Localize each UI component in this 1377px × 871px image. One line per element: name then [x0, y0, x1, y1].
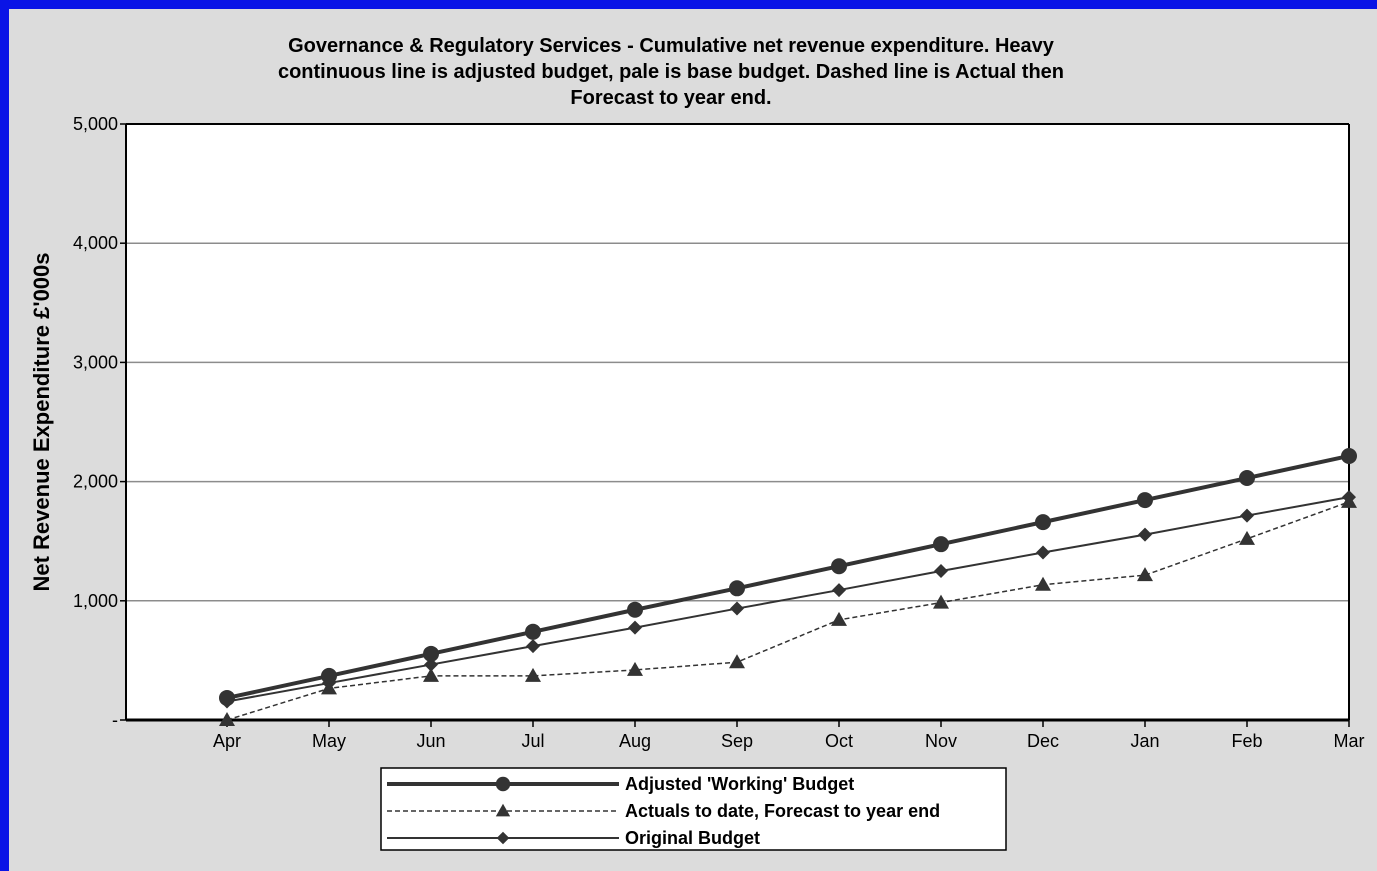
- data-point-circle: [1035, 514, 1051, 531]
- series-group: [219, 447, 1357, 726]
- y-tick-label: 3,000: [73, 352, 118, 372]
- legend-label: Actuals to date, Forecast to year end: [625, 801, 940, 821]
- y-tick-label: 5,000: [73, 114, 118, 134]
- gridlines: [126, 242, 1349, 602]
- series-0: [219, 447, 1357, 706]
- chart-title-line-2: continuous line is adjusted budget, pale…: [278, 61, 1064, 83]
- legend-label: Original Budget: [625, 828, 760, 848]
- x-tick-label: May: [312, 731, 346, 751]
- chart-title-line-3: Forecast to year end.: [570, 87, 771, 109]
- data-point-diamond: [832, 583, 846, 598]
- y-axis-ticks: - 1,000 2,000 3,000 4,000 5,000: [73, 114, 126, 730]
- x-tick-label: Feb: [1231, 731, 1262, 751]
- y-tick-label: 2,000: [73, 472, 118, 492]
- chart: Governance & Regulatory Services - Cumul…: [29, 35, 1365, 851]
- legend-item-1: Actuals to date, Forecast to year end: [387, 801, 940, 821]
- x-tick-label: Oct: [825, 731, 853, 751]
- data-point-triangle: [321, 680, 337, 695]
- chart-title: Governance & Regulatory Services - Cumul…: [278, 35, 1064, 109]
- chart-title-line-1: Governance & Regulatory Services - Cumul…: [288, 35, 1055, 57]
- x-tick-label: Jul: [521, 731, 544, 751]
- data-point-diamond: [934, 564, 948, 578]
- data-point-circle: [219, 689, 235, 706]
- data-point-triangle: [1137, 567, 1153, 582]
- y-tick-label: 4,000: [73, 233, 118, 253]
- data-point-circle: [1137, 492, 1153, 509]
- x-tick-label: Apr: [213, 731, 241, 751]
- data-point-diamond: [730, 601, 744, 616]
- data-point-diamond: [1036, 545, 1050, 560]
- data-point-circle: [1341, 447, 1357, 464]
- data-point-circle: [423, 645, 439, 662]
- data-point-triangle: [729, 654, 745, 669]
- legend-box: [380, 767, 1007, 851]
- data-point-circle: [729, 580, 745, 597]
- data-point-circle: [495, 776, 511, 792]
- data-point-diamond: [526, 639, 540, 654]
- data-point-diamond: [424, 657, 438, 672]
- x-tick-label: Nov: [925, 731, 957, 751]
- series-line: [226, 501, 1350, 721]
- data-point-diamond: [1138, 527, 1152, 542]
- data-point-triangle: [219, 712, 235, 726]
- x-tick-label: Jun: [416, 731, 445, 751]
- y-axis-label: Net Revenue Expenditure £'000s: [29, 252, 54, 591]
- data-point-triangle: [1239, 530, 1255, 545]
- data-point-triangle: [423, 667, 439, 682]
- data-point-triangle: [525, 667, 541, 682]
- x-tick-label: Jan: [1130, 731, 1159, 751]
- data-point-triangle: [627, 661, 643, 676]
- data-point-circle: [831, 558, 847, 575]
- x-axis-ticks: Apr May Jun Jul Aug Sep Oct Nov Dec Jan Feb Mar: [213, 720, 1365, 751]
- data-point-triangle: [1341, 493, 1357, 508]
- legend-label: Adjusted 'Working' Budget: [625, 774, 854, 794]
- x-tick-label: Mar: [1334, 731, 1365, 751]
- legend-item-0: Adjusted 'Working' Budget: [387, 774, 854, 794]
- data-point-circle: [627, 601, 643, 618]
- data-point-triangle: [1035, 576, 1051, 591]
- series-line: [226, 496, 1350, 703]
- y-tick-label: 1,000: [73, 591, 118, 611]
- data-point-circle: [321, 667, 337, 684]
- x-tick-label: Dec: [1027, 731, 1059, 751]
- plot-area: [126, 124, 1349, 720]
- data-point-triangle: [495, 803, 511, 817]
- y-tick-label: -: [112, 710, 118, 730]
- data-point-circle: [933, 536, 949, 553]
- series-line: [226, 454, 1350, 700]
- data-point-diamond: [1240, 508, 1254, 523]
- data-point-triangle: [933, 594, 949, 609]
- legend-item-2: Original Budget: [387, 828, 760, 848]
- data-point-triangle: [831, 611, 847, 626]
- legend: Adjusted 'Working' Budget Actuals to date…: [380, 767, 1007, 851]
- x-tick-label: Sep: [721, 731, 753, 751]
- data-point-diamond: [496, 831, 510, 845]
- data-point-circle: [1239, 470, 1255, 487]
- data-point-circle: [525, 623, 541, 640]
- series-1: [219, 493, 1357, 726]
- data-point-diamond: [628, 620, 642, 635]
- x-tick-label: Aug: [619, 731, 651, 751]
